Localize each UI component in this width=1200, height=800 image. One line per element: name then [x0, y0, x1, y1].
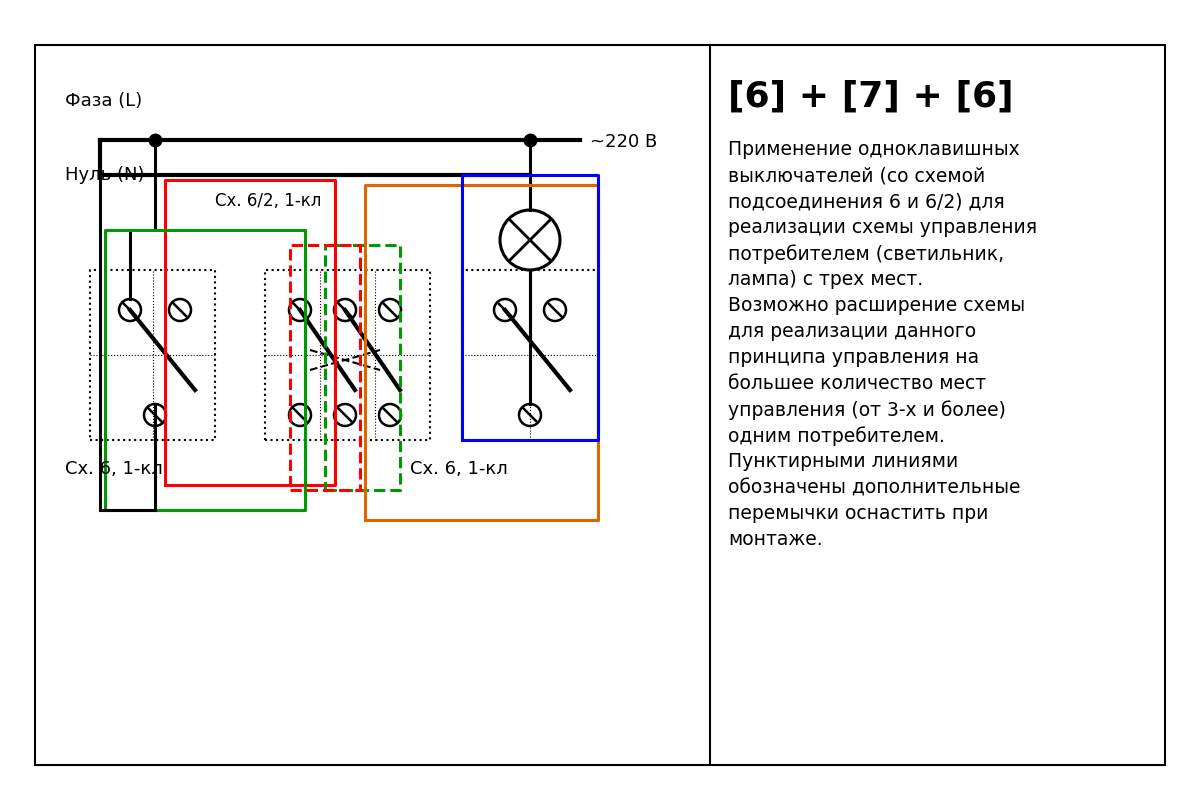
Text: Сх. 6, 1-кл: Сх. 6, 1-кл — [410, 460, 508, 478]
Text: Применение одноклавишных: Применение одноклавишных — [728, 140, 1020, 159]
Text: [6] + [7] + [6]: [6] + [7] + [6] — [728, 80, 1014, 114]
Text: подсоединения 6 и 6/2) для: подсоединения 6 и 6/2) для — [728, 192, 1004, 211]
Text: монтаже.: монтаже. — [728, 530, 823, 549]
Text: Фаза (L): Фаза (L) — [65, 92, 143, 110]
Text: Пунктирными линиями: Пунктирными линиями — [728, 452, 959, 471]
Text: ~220 В: ~220 В — [590, 133, 658, 151]
Text: лампа) с трех мест.: лампа) с трех мест. — [728, 270, 923, 289]
Text: потребителем (светильник,: потребителем (светильник, — [728, 244, 1004, 264]
Text: Нуль (N): Нуль (N) — [65, 166, 144, 184]
Text: большее количество мест: большее количество мест — [728, 374, 986, 393]
Text: принципа управления на: принципа управления на — [728, 348, 979, 367]
Text: реализации схемы управления: реализации схемы управления — [728, 218, 1037, 237]
Text: управления (от 3-х и более): управления (от 3-х и более) — [728, 400, 1006, 420]
Text: обозначены дополнительные: обозначены дополнительные — [728, 478, 1020, 497]
Text: выключателей (со схемой: выключателей (со схемой — [728, 166, 985, 185]
Text: Возможно расширение схемы: Возможно расширение схемы — [728, 296, 1025, 315]
Text: для реализации данного: для реализации данного — [728, 322, 976, 341]
Text: перемычки оснастить при: перемычки оснастить при — [728, 504, 989, 523]
Text: одним потребителем.: одним потребителем. — [728, 426, 944, 446]
Text: Сх. 6/2, 1-кл: Сх. 6/2, 1-кл — [215, 192, 322, 210]
Text: Сх. 6, 1-кл: Сх. 6, 1-кл — [65, 460, 163, 478]
